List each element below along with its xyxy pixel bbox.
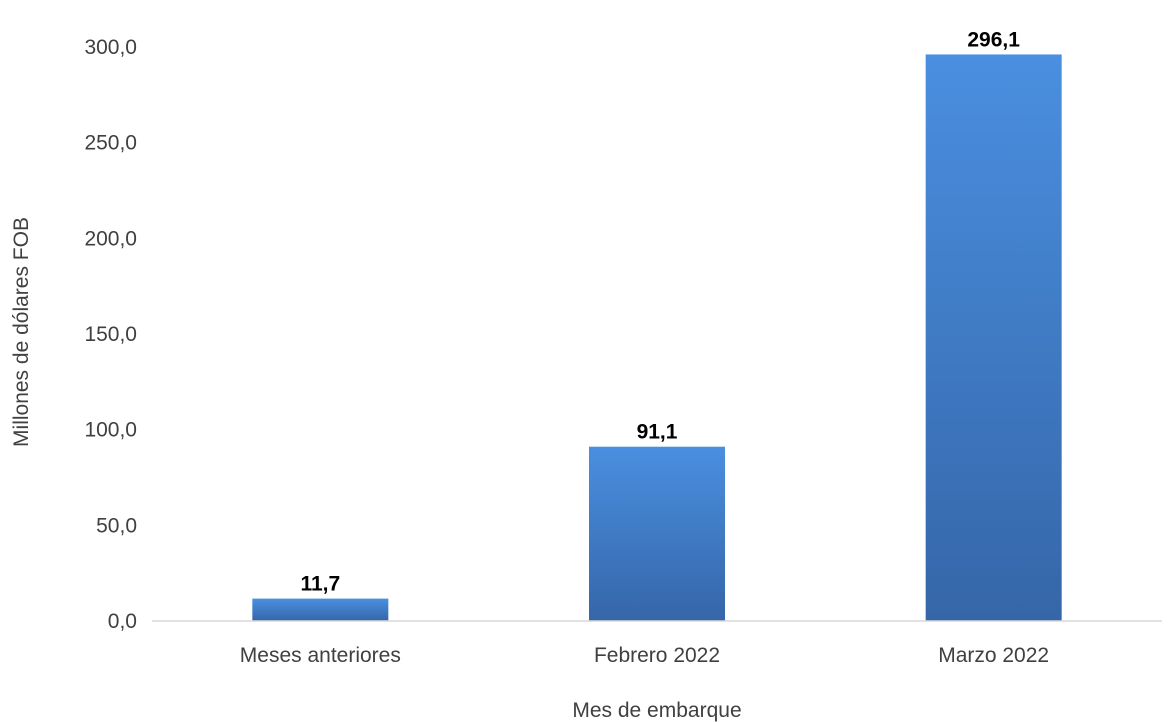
bar-value-label: 11,7: [300, 573, 340, 596]
y-tick-label: 150,0: [84, 323, 137, 346]
bars-group: [252, 54, 1062, 622]
category-labels-group: Meses anteriores Febrero 2022 Marzo 2022: [240, 644, 1049, 667]
y-tick-label: 300,0: [84, 36, 137, 59]
bar-value-label: 91,1: [637, 421, 678, 444]
y-tick-label: 50,0: [96, 514, 137, 537]
bar: [925, 54, 1062, 622]
bar: [589, 446, 725, 621]
y-tick-label: 250,0: [84, 132, 137, 155]
category-label: Marzo 2022: [938, 644, 1049, 667]
category-label: Febrero 2022: [594, 644, 720, 667]
x-axis-title: Mes de embarque: [572, 699, 741, 722]
category-label: Meses anteriores: [240, 644, 401, 667]
y-axis-title: Millones de dólares FOB: [10, 217, 33, 447]
y-tick-label: 200,0: [84, 227, 137, 250]
bar-value-label: 296,1: [967, 28, 1020, 51]
data-labels-group: 11,7 91,1 296,1: [300, 28, 1020, 595]
bar: [252, 598, 389, 621]
y-tick-label: 0,0: [108, 610, 137, 633]
y-axis-ticks: 0,0 50,0 100,0 150,0 200,0 250,0 300,0: [84, 36, 137, 633]
y-tick-label: 100,0: [84, 419, 137, 442]
